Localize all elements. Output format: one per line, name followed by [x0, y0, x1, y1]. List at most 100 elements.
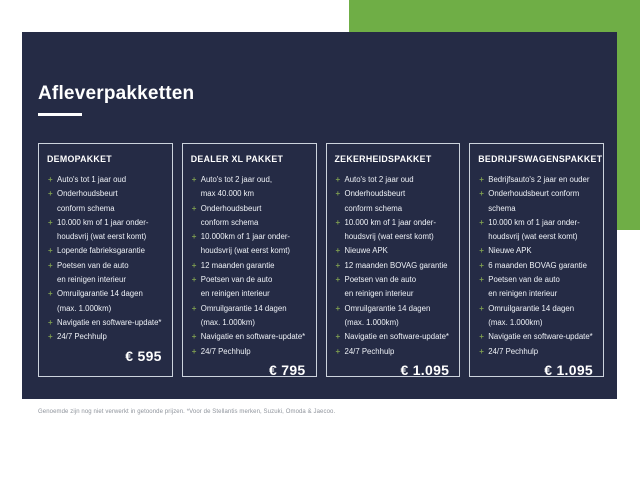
feature-text: Navigatie en software-update*	[344, 332, 449, 342]
feature-item: + Auto's tot 1 jaar oud	[47, 173, 164, 187]
package-feature-list: + Bedrijfsauto's 2 jaar en ouder + Onderhou…	[478, 173, 595, 359]
package-title: DEMOPAKKET	[47, 154, 112, 164]
feature-item: +10.000 km of 1 jaar onder-houdsvrij (wa…	[478, 216, 595, 245]
title-underline	[38, 113, 82, 116]
feature-text: 24/7 Pechhulp	[344, 346, 395, 356]
feature-item: +12 maanden garantie	[191, 259, 308, 273]
feature-text: Auto's tot 2 jaar oud	[344, 175, 414, 184]
plus-bullet-icon: +	[48, 246, 53, 256]
feature-text: Auto's tot 2 jaar oud, max 40.000 km	[200, 175, 273, 199]
feature-text: Onderhoudsbeurt conform schema	[488, 189, 580, 213]
feature-item: + Omruilgarantie 14 dagen (max. 1.000km)	[191, 302, 308, 331]
package-card: BEDRIJFSWAGENSPAKKET + Bedrijfsauto's 2 j…	[469, 143, 604, 378]
feature-item: +10.000 km of 1 jaar onder-houdsvrij (wa…	[47, 216, 164, 245]
plus-bullet-icon: +	[191, 232, 197, 242]
feature-item: + Navigatie en software-update*	[191, 330, 308, 344]
package-card: DEALER XL PAKKET + Auto's tot 2 jaar oud,…	[181, 143, 317, 378]
plus-bullet-icon: +	[479, 246, 484, 256]
plus-bullet-icon: +	[335, 346, 341, 356]
feature-text: Bedrijfsauto's 2 jaar en ouder	[488, 175, 590, 184]
plus-bullet-icon: +	[191, 175, 197, 184]
plus-bullet-icon: +	[335, 189, 341, 199]
plus-bullet-icon: +	[48, 317, 53, 327]
plus-bullet-icon: +	[191, 203, 197, 213]
plus-bullet-icon: +	[479, 332, 484, 342]
feature-item: + Nieuwe APK	[478, 244, 595, 258]
feature-text: 24/7 Pechhulp	[200, 346, 251, 356]
feature-text: Navigatie en software-update*	[488, 332, 593, 342]
feature-text: 12 maanden BOVAG garantie	[344, 260, 448, 270]
plus-bullet-icon: +	[191, 332, 197, 342]
feature-text: Nieuwe APK	[488, 246, 532, 256]
plus-bullet-icon: +	[479, 346, 484, 356]
footnote-text: Genoemde zijn nog niet verwerkt in getoo…	[38, 409, 336, 415]
plus-bullet-icon: +	[335, 275, 341, 285]
package-title: BEDRIJFSWAGENSPAKKET	[478, 154, 603, 164]
feature-text: Poetsen van de auto en reinigen interieur	[57, 260, 129, 285]
plus-bullet-icon: +	[479, 175, 484, 184]
feature-text: 24/7 Pechhulp	[57, 332, 107, 342]
slide-panel: Afleverpakketten DEMOPAKKET + Auto's tot …	[22, 32, 617, 399]
feature-item: + Onderhoudsbeurt conform schema	[47, 187, 164, 216]
feature-text: Omruilgarantie 14 dagen (max. 1.000km)	[200, 303, 287, 327]
feature-text: 12 maanden garantie	[200, 260, 275, 270]
package-feature-list: + Auto's tot 2 jaar oud + Onderhoudsbeurt co…	[335, 173, 452, 359]
plus-bullet-icon: +	[335, 260, 341, 270]
plus-bullet-icon: +	[48, 217, 53, 227]
feature-item: +24/7 Pechhulp	[47, 330, 164, 344]
feature-item: + Navigatie en software-update*	[335, 330, 452, 344]
feature-text: Auto's tot 1 jaar oud	[57, 175, 127, 184]
page-title: Afleverpakketten	[38, 82, 195, 104]
feature-item: + Onderhoudsbeurt conform schema	[335, 187, 452, 216]
feature-text: Poetsen van de auto en reinigen interieur	[488, 275, 560, 299]
feature-text: 10.000 km of 1 jaar onder-houdsvrij (wat…	[344, 217, 436, 242]
package-card: DEMOPAKKET + Auto's tot 1 jaar oud + Onderh…	[38, 143, 173, 377]
plus-bullet-icon: +	[479, 275, 484, 285]
plus-bullet-icon: +	[479, 189, 484, 199]
plus-bullet-icon: +	[48, 175, 53, 184]
package-feature-list: + Auto's tot 2 jaar oud, max 40.000 km + Ond…	[191, 173, 308, 359]
feature-item: + Bedrijfsauto's 2 jaar en ouder	[478, 173, 595, 187]
feature-item: + Lopende fabrieksgarantie	[47, 244, 164, 258]
feature-text: Navigatie en software-update*	[57, 317, 162, 327]
feature-text: Poetsen van de auto en reinigen interieur	[344, 275, 417, 299]
feature-text: Omruilgarantie 14 dagen (max. 1.000km)	[488, 303, 575, 327]
feature-item: +6 maanden BOVAG garantie	[478, 259, 595, 273]
package-feature-list: + Auto's tot 1 jaar oud + Onderhoudsbeurt co…	[47, 173, 164, 345]
plus-bullet-icon: +	[335, 332, 341, 342]
plus-bullet-icon: +	[48, 189, 53, 199]
plus-bullet-icon: +	[48, 260, 53, 270]
feature-text: Onderhoudsbeurt conform schema	[57, 189, 118, 213]
plus-bullet-icon: +	[335, 303, 341, 313]
feature-item: + Poetsen van de auto en reinigen interieu…	[335, 273, 452, 302]
package-price: € 1.095	[400, 361, 450, 378]
feature-text: 6 maanden BOVAG garantie	[488, 260, 587, 270]
feature-item: + Nieuwe APK	[335, 244, 452, 258]
feature-item: + Poetsen van de auto en reinigen interieu…	[478, 273, 595, 302]
feature-item: + Auto's tot 2 jaar oud, max 40.000 km	[191, 173, 308, 202]
feature-text: 24/7 Pechhulp	[488, 346, 539, 356]
feature-item: + Omruilgarantie 14 dagen (max. 1.000km)	[335, 302, 452, 331]
plus-bullet-icon: +	[479, 303, 484, 313]
package-title: DEALER XL PAKKET	[190, 154, 284, 164]
feature-item: + Auto's tot 2 jaar oud	[335, 173, 452, 187]
feature-item: +10.000km of 1 jaar onder-houdsvrij (wat…	[191, 230, 308, 259]
plus-bullet-icon: +	[191, 275, 197, 285]
feature-text: Omruilgarantie 14 dagen (max. 1.000km)	[344, 303, 431, 327]
feature-text: Navigatie en software-update*	[200, 332, 306, 342]
feature-text: Nieuwe APK	[344, 246, 388, 256]
feature-item: + Onderhoudsbeurt conform schema	[191, 202, 308, 231]
feature-item: + Navigatie en software-update*	[47, 316, 164, 330]
feature-text: Lopende fabrieksgarantie	[57, 246, 145, 256]
plus-bullet-icon: +	[479, 217, 484, 227]
plus-bullet-icon: +	[48, 332, 53, 342]
package-card: ZEKERHEIDSPAKKET + Auto's tot 2 jaar oud +…	[325, 143, 461, 378]
package-title: ZEKERHEIDSPAKKET	[334, 154, 432, 164]
feature-text: 10.000 km of 1 jaar onder-houdsvrij (wat…	[57, 217, 149, 242]
feature-text: Onderhoudsbeurt conform schema	[344, 189, 406, 213]
plus-bullet-icon: +	[48, 289, 53, 299]
feature-item: + Navigatie en software-update*	[478, 330, 595, 344]
feature-item: + Poetsen van de auto en reinigen interieu…	[191, 273, 308, 302]
feature-item: +24/7 Pechhulp	[478, 345, 595, 359]
feature-item: + Poetsen van de auto en reinigen interieu…	[47, 259, 164, 288]
